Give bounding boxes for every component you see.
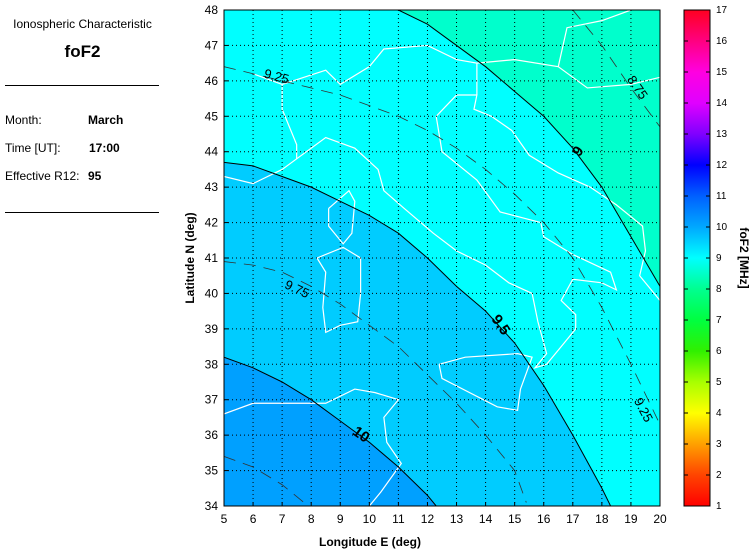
y-tick-label: 45 bbox=[205, 109, 219, 123]
colorbar-tick-label: 3 bbox=[716, 439, 722, 450]
contour-line-10 bbox=[224, 356, 437, 506]
time-label: Time [UT]: bbox=[5, 141, 61, 155]
x-tick-label: 15 bbox=[508, 512, 522, 526]
x-tick-label: 20 bbox=[653, 512, 667, 526]
x-tick-label: 11 bbox=[392, 512, 405, 526]
x-tick-label: 17 bbox=[566, 512, 580, 526]
colorbar-label: foF2 [MHz] bbox=[737, 227, 751, 288]
colorbar-tick-label: 2 bbox=[716, 470, 722, 481]
colorbar-tick-label: 10 bbox=[716, 222, 728, 233]
coastline bbox=[476, 58, 660, 89]
colorbar-tick-label: 5 bbox=[716, 377, 722, 388]
time-value: 17:00 bbox=[89, 141, 120, 155]
contour-line-9.25 bbox=[224, 66, 660, 425]
band-above-10 bbox=[224, 357, 437, 506]
coastline bbox=[224, 94, 660, 369]
y-tick-label: 44 bbox=[205, 145, 219, 159]
r12-label: Effective R12: bbox=[5, 169, 80, 183]
coastline bbox=[281, 44, 478, 96]
colorbar-tick-label: 9 bbox=[716, 253, 722, 264]
y-tick-label: 41 bbox=[205, 251, 219, 265]
x-tick-label: 13 bbox=[450, 512, 464, 526]
divider bbox=[5, 85, 159, 86]
colorbar-tick-label: 17 bbox=[716, 5, 728, 16]
colorbar-tick-label: 16 bbox=[716, 36, 728, 47]
y-tick-label: 39 bbox=[205, 322, 219, 336]
contour-line-10.25 bbox=[224, 456, 309, 506]
x-tick-label: 9 bbox=[337, 512, 344, 526]
y-tick-label: 35 bbox=[205, 464, 219, 478]
colorbar-tick-label: 8 bbox=[716, 284, 722, 295]
x-axis-label: Longitude E (deg) bbox=[319, 535, 421, 549]
x-tick-label: 14 bbox=[479, 512, 493, 526]
colorbar-tick-label: 14 bbox=[716, 98, 728, 109]
coastline bbox=[328, 189, 356, 245]
coastline bbox=[438, 353, 533, 412]
coastline bbox=[224, 388, 403, 506]
x-tick-label: 7 bbox=[279, 512, 286, 526]
y-tick-label: 43 bbox=[205, 180, 219, 194]
x-tick-label: 19 bbox=[624, 512, 638, 526]
colorbar-tick-label: 1 bbox=[716, 501, 722, 512]
month-value: March bbox=[88, 113, 124, 127]
x-tick-label: 12 bbox=[421, 512, 435, 526]
coastline bbox=[316, 246, 362, 334]
r12-value: 95 bbox=[88, 169, 102, 183]
x-tick-label: 18 bbox=[595, 512, 609, 526]
y-tick-label: 42 bbox=[205, 216, 219, 230]
month-label: Month: bbox=[5, 113, 42, 127]
contour-line-9 bbox=[398, 10, 660, 287]
x-tick-label: 10 bbox=[363, 512, 377, 526]
characteristic-name: foF2 bbox=[64, 42, 101, 61]
colorbar-tick-label: 4 bbox=[716, 408, 722, 419]
y-tick-label: 48 bbox=[205, 3, 219, 17]
colorbar-tick-label: 6 bbox=[716, 346, 722, 357]
y-tick-label: 34 bbox=[205, 499, 219, 513]
colorbar-tick-label: 12 bbox=[716, 160, 728, 171]
colorbar-tick-label: 7 bbox=[716, 315, 722, 326]
contour-label: 9.25 bbox=[262, 66, 290, 87]
colorbar-tick-label: 15 bbox=[716, 67, 728, 78]
grid bbox=[224, 10, 660, 506]
panel-heading: Ionospheric Characteristic bbox=[13, 17, 152, 31]
x-tick-label: 8 bbox=[308, 512, 315, 526]
y-tick-label: 38 bbox=[205, 357, 219, 371]
colorbar-tick-label: 13 bbox=[716, 129, 728, 140]
x-tick-label: 6 bbox=[250, 512, 257, 526]
axes: 5 6 7 8 9 10 11 12 13 14 15 16 17 18 19 20 34 35 36 37 38 39 4… bbox=[205, 3, 667, 526]
y-tick-label: 36 bbox=[205, 428, 219, 442]
contour-line-8.75 bbox=[572, 10, 660, 128]
y-tick-label: 47 bbox=[205, 38, 219, 52]
y-tick-label: 46 bbox=[205, 74, 219, 88]
colorbar-tick-label: 11 bbox=[716, 191, 727, 202]
divider bbox=[5, 212, 159, 213]
coastline bbox=[557, 10, 632, 67]
y-axis-label: Latitude N (deg) bbox=[183, 212, 197, 303]
contour-line-9.75 bbox=[224, 261, 527, 503]
y-tick-label: 37 bbox=[205, 393, 219, 407]
x-tick-label: 5 bbox=[221, 512, 228, 526]
y-tick-label: 40 bbox=[205, 286, 219, 300]
x-tick-label: 16 bbox=[537, 512, 551, 526]
info-panel: Ionospheric Characteristic foF2 Month: M… bbox=[0, 0, 165, 551]
band-below-9 bbox=[398, 10, 660, 287]
